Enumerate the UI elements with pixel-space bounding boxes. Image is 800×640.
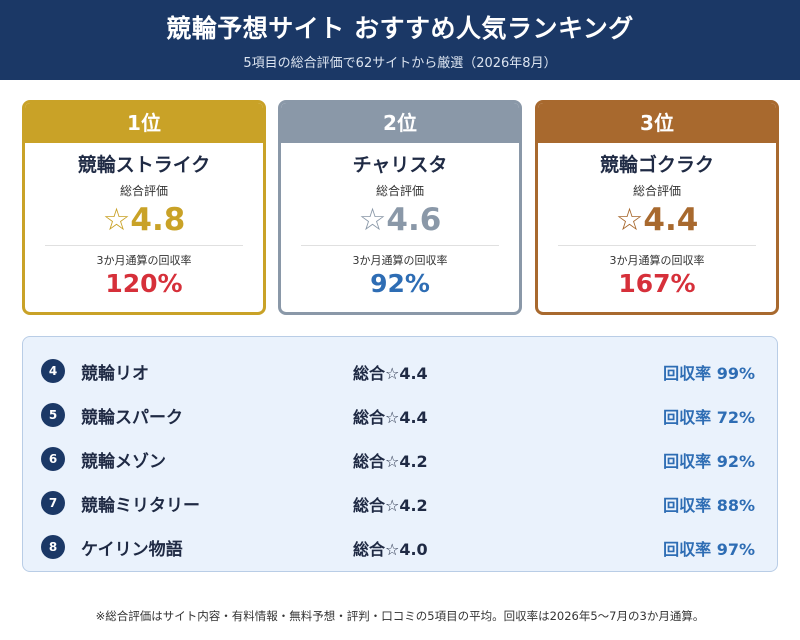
ranking-row[interactable]: 8 ケイリン物語 総合☆4.0 回収率 97% (23, 525, 779, 569)
rank-number-badge: 8 (41, 535, 65, 559)
site-name: ケイリン物語 (81, 540, 183, 560)
recovery-rate: 回収率 88% (663, 496, 755, 515)
recovery-rate: 回収率 92% (663, 452, 755, 471)
overall-score: ☆4.8 (102, 202, 186, 238)
overall-score: 総合☆4.0 (353, 540, 428, 559)
ranking-row[interactable]: 6 競輪メゾン 総合☆4.2 回収率 92% (23, 437, 779, 481)
site-name: 競輪メゾン (81, 452, 166, 472)
recovery-rate: 回収率 97% (663, 540, 755, 559)
rank-badge: 3位 (538, 103, 776, 143)
divider (45, 245, 243, 246)
rank-badge: 1位 (25, 103, 263, 143)
recovery-label: 3か月通算の回収率 (352, 254, 448, 267)
site-name: 競輪スパーク (81, 408, 183, 428)
overall-score: 総合☆4.4 (353, 408, 428, 427)
rank-number-badge: 4 (41, 359, 65, 383)
ranking-row[interactable]: 4 競輪リオ 総合☆4.4 回収率 99% (23, 349, 779, 393)
recovery-label: 3か月通算の回収率 (96, 254, 192, 267)
divider (301, 245, 499, 246)
eval-label: 総合評価 (632, 184, 681, 198)
ranking-row[interactable]: 5 競輪スパーク 総合☆4.4 回収率 72% (23, 393, 779, 437)
ranking-row[interactable]: 7 競輪ミリタリー 総合☆4.2 回収率 88% (23, 481, 779, 525)
page-subtitle: 5項目の総合評価で62サイトから厳選（2026年8月） (243, 56, 557, 71)
rank-number-badge: 5 (41, 403, 65, 427)
rank-number-badge: 7 (41, 491, 65, 515)
divider (558, 245, 756, 246)
rank-number-badge: 6 (41, 447, 65, 471)
rank-card-1[interactable]: 1位 競輪ストライク 総合評価 ☆4.8 3か月通算の回収率 120% (22, 100, 266, 315)
overall-score: ☆4.4 (615, 202, 699, 238)
overall-score: 総合☆4.2 (353, 452, 428, 471)
rank-badge: 2位 (281, 103, 519, 143)
footnote: ※総合評価はサイト内容・有料情報・無料予想・評判・口コミの5項目の平均。回収率は… (95, 609, 705, 623)
recovery-label: 3か月通算の回収率 (609, 254, 705, 267)
site-name: 競輪ゴクラク (599, 154, 714, 176)
overall-score: 総合☆4.4 (353, 364, 428, 383)
eval-label: 総合評価 (119, 184, 168, 198)
site-name: 競輪リオ (81, 364, 149, 384)
site-name: チャリスタ (352, 154, 448, 176)
recovery-rate: 92% (370, 269, 430, 298)
ranking-list: 4 競輪リオ 総合☆4.4 回収率 99% 5 競輪スパーク 総合☆4.4 回収… (22, 336, 778, 572)
page-header: 競輪予想サイト おすすめ人気ランキング 5項目の総合評価で62サイトから厳選（2… (0, 0, 800, 80)
overall-score: ☆4.6 (358, 202, 442, 238)
page-title: 競輪予想サイト おすすめ人気ランキング (166, 14, 634, 43)
recovery-rate: 回収率 99% (663, 364, 755, 383)
recovery-rate: 回収率 72% (663, 408, 755, 427)
recovery-rate: 167% (618, 269, 696, 298)
rank-card-3[interactable]: 3位 競輪ゴクラク 総合評価 ☆4.4 3か月通算の回収率 167% (535, 100, 779, 315)
overall-score: 総合☆4.2 (353, 496, 428, 515)
recovery-rate: 120% (105, 269, 183, 298)
site-name: 競輪ストライク (77, 154, 211, 176)
site-name: 競輪ミリタリー (81, 496, 200, 516)
eval-label: 総合評価 (375, 184, 424, 198)
rank-card-2[interactable]: 2位 チャリスタ 総合評価 ☆4.6 3か月通算の回収率 92% (278, 100, 522, 315)
